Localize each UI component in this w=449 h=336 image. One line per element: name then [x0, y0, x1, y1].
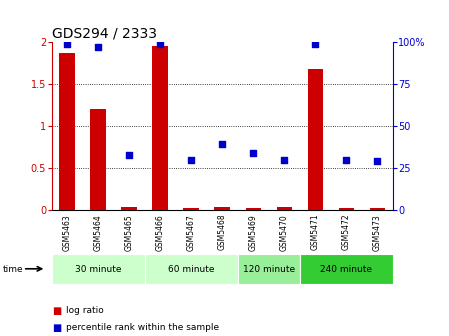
Text: GSM5468: GSM5468 — [218, 214, 227, 251]
Bar — [246, 208, 261, 210]
Point — [281, 157, 288, 162]
Point — [219, 142, 226, 147]
Text: log ratio: log ratio — [66, 306, 104, 315]
Bar — [153, 46, 168, 210]
Text: 120 minute: 120 minute — [243, 265, 295, 274]
Text: GSM5465: GSM5465 — [125, 214, 134, 251]
Text: GSM5470: GSM5470 — [280, 214, 289, 251]
Bar — [215, 207, 230, 210]
Text: GSM5463: GSM5463 — [63, 214, 72, 251]
Text: GDS294 / 2333: GDS294 / 2333 — [52, 27, 157, 41]
Text: 60 minute: 60 minute — [168, 265, 215, 274]
Text: percentile rank within the sample: percentile rank within the sample — [66, 323, 219, 332]
Point — [64, 41, 71, 46]
Text: time: time — [2, 265, 23, 274]
Bar — [370, 208, 385, 210]
Text: GSM5464: GSM5464 — [94, 214, 103, 251]
Point — [343, 157, 350, 162]
Text: 30 minute: 30 minute — [75, 265, 121, 274]
Bar — [308, 69, 323, 210]
Text: GSM5466: GSM5466 — [156, 214, 165, 251]
Bar — [277, 207, 292, 210]
Point — [95, 44, 102, 50]
Point — [157, 41, 164, 46]
Bar — [339, 208, 354, 210]
Text: GSM5469: GSM5469 — [249, 214, 258, 251]
Text: ■: ■ — [52, 306, 61, 316]
Bar — [90, 109, 106, 210]
Bar — [121, 207, 137, 210]
Text: GSM5472: GSM5472 — [342, 214, 351, 251]
Bar — [238, 254, 300, 284]
Bar — [184, 208, 199, 210]
Text: GSM5473: GSM5473 — [373, 214, 382, 251]
Point — [126, 152, 133, 157]
Point — [250, 150, 257, 156]
Bar — [52, 254, 145, 284]
Bar — [145, 254, 238, 284]
Point — [312, 41, 319, 46]
Point — [374, 159, 381, 164]
Point — [188, 157, 195, 162]
Bar — [300, 254, 393, 284]
Text: ■: ■ — [52, 323, 61, 333]
Text: 240 minute: 240 minute — [320, 265, 372, 274]
Bar — [59, 53, 75, 210]
Text: GSM5467: GSM5467 — [187, 214, 196, 251]
Text: GSM5471: GSM5471 — [311, 214, 320, 251]
